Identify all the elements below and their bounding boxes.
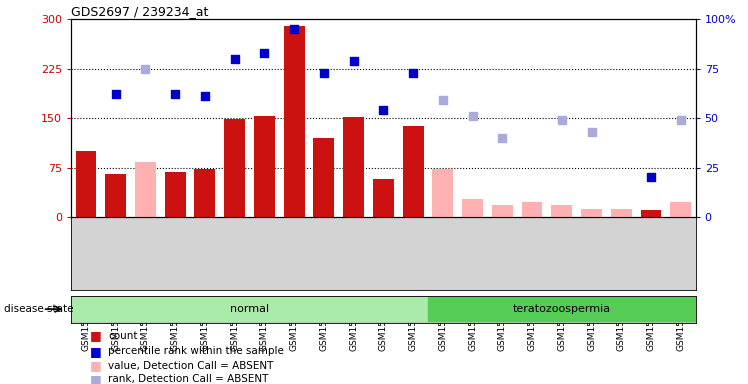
Text: disease state: disease state bbox=[4, 304, 73, 314]
Bar bbox=[428, 297, 696, 321]
Point bbox=[258, 50, 270, 56]
Text: teratozoospermia: teratozoospermia bbox=[512, 304, 611, 314]
Point bbox=[199, 93, 211, 99]
Bar bbox=[165, 172, 186, 217]
Bar bbox=[581, 209, 602, 217]
Bar bbox=[283, 26, 304, 217]
Bar bbox=[135, 162, 156, 217]
Text: value, Detection Call = ABSENT: value, Detection Call = ABSENT bbox=[108, 361, 274, 371]
Bar bbox=[254, 116, 275, 217]
Point bbox=[467, 113, 479, 119]
Point bbox=[288, 26, 300, 32]
Point bbox=[348, 58, 360, 64]
Point bbox=[110, 91, 122, 98]
Point bbox=[645, 174, 657, 180]
Text: ■: ■ bbox=[90, 373, 102, 384]
Bar bbox=[373, 179, 393, 217]
Bar bbox=[194, 169, 215, 217]
Bar bbox=[611, 209, 632, 217]
Text: ■: ■ bbox=[90, 345, 102, 358]
Bar bbox=[313, 138, 334, 217]
Text: normal: normal bbox=[230, 304, 269, 314]
Text: ■: ■ bbox=[90, 359, 102, 372]
Point bbox=[437, 97, 449, 103]
Bar bbox=[492, 205, 512, 217]
Bar bbox=[640, 210, 661, 217]
Bar bbox=[71, 297, 428, 321]
Bar bbox=[343, 117, 364, 217]
Text: count: count bbox=[108, 331, 138, 341]
Point bbox=[318, 70, 330, 76]
Point bbox=[139, 66, 151, 72]
Point bbox=[556, 117, 568, 123]
Point bbox=[407, 70, 419, 76]
Point bbox=[169, 91, 181, 98]
Bar bbox=[402, 126, 423, 217]
Bar bbox=[432, 169, 453, 217]
Text: GDS2697 / 239234_at: GDS2697 / 239234_at bbox=[71, 5, 209, 18]
Bar bbox=[462, 199, 483, 217]
Point bbox=[497, 135, 509, 141]
Bar bbox=[105, 174, 126, 217]
Bar bbox=[521, 202, 542, 217]
Bar bbox=[76, 151, 96, 217]
Bar bbox=[551, 205, 572, 217]
Bar bbox=[224, 119, 245, 217]
Bar bbox=[670, 202, 691, 217]
Point bbox=[586, 129, 598, 135]
Text: ■: ■ bbox=[90, 329, 102, 343]
Text: rank, Detection Call = ABSENT: rank, Detection Call = ABSENT bbox=[108, 374, 269, 384]
Point bbox=[675, 117, 687, 123]
Point bbox=[377, 107, 389, 113]
Text: percentile rank within the sample: percentile rank within the sample bbox=[108, 346, 284, 356]
Point bbox=[229, 56, 241, 62]
